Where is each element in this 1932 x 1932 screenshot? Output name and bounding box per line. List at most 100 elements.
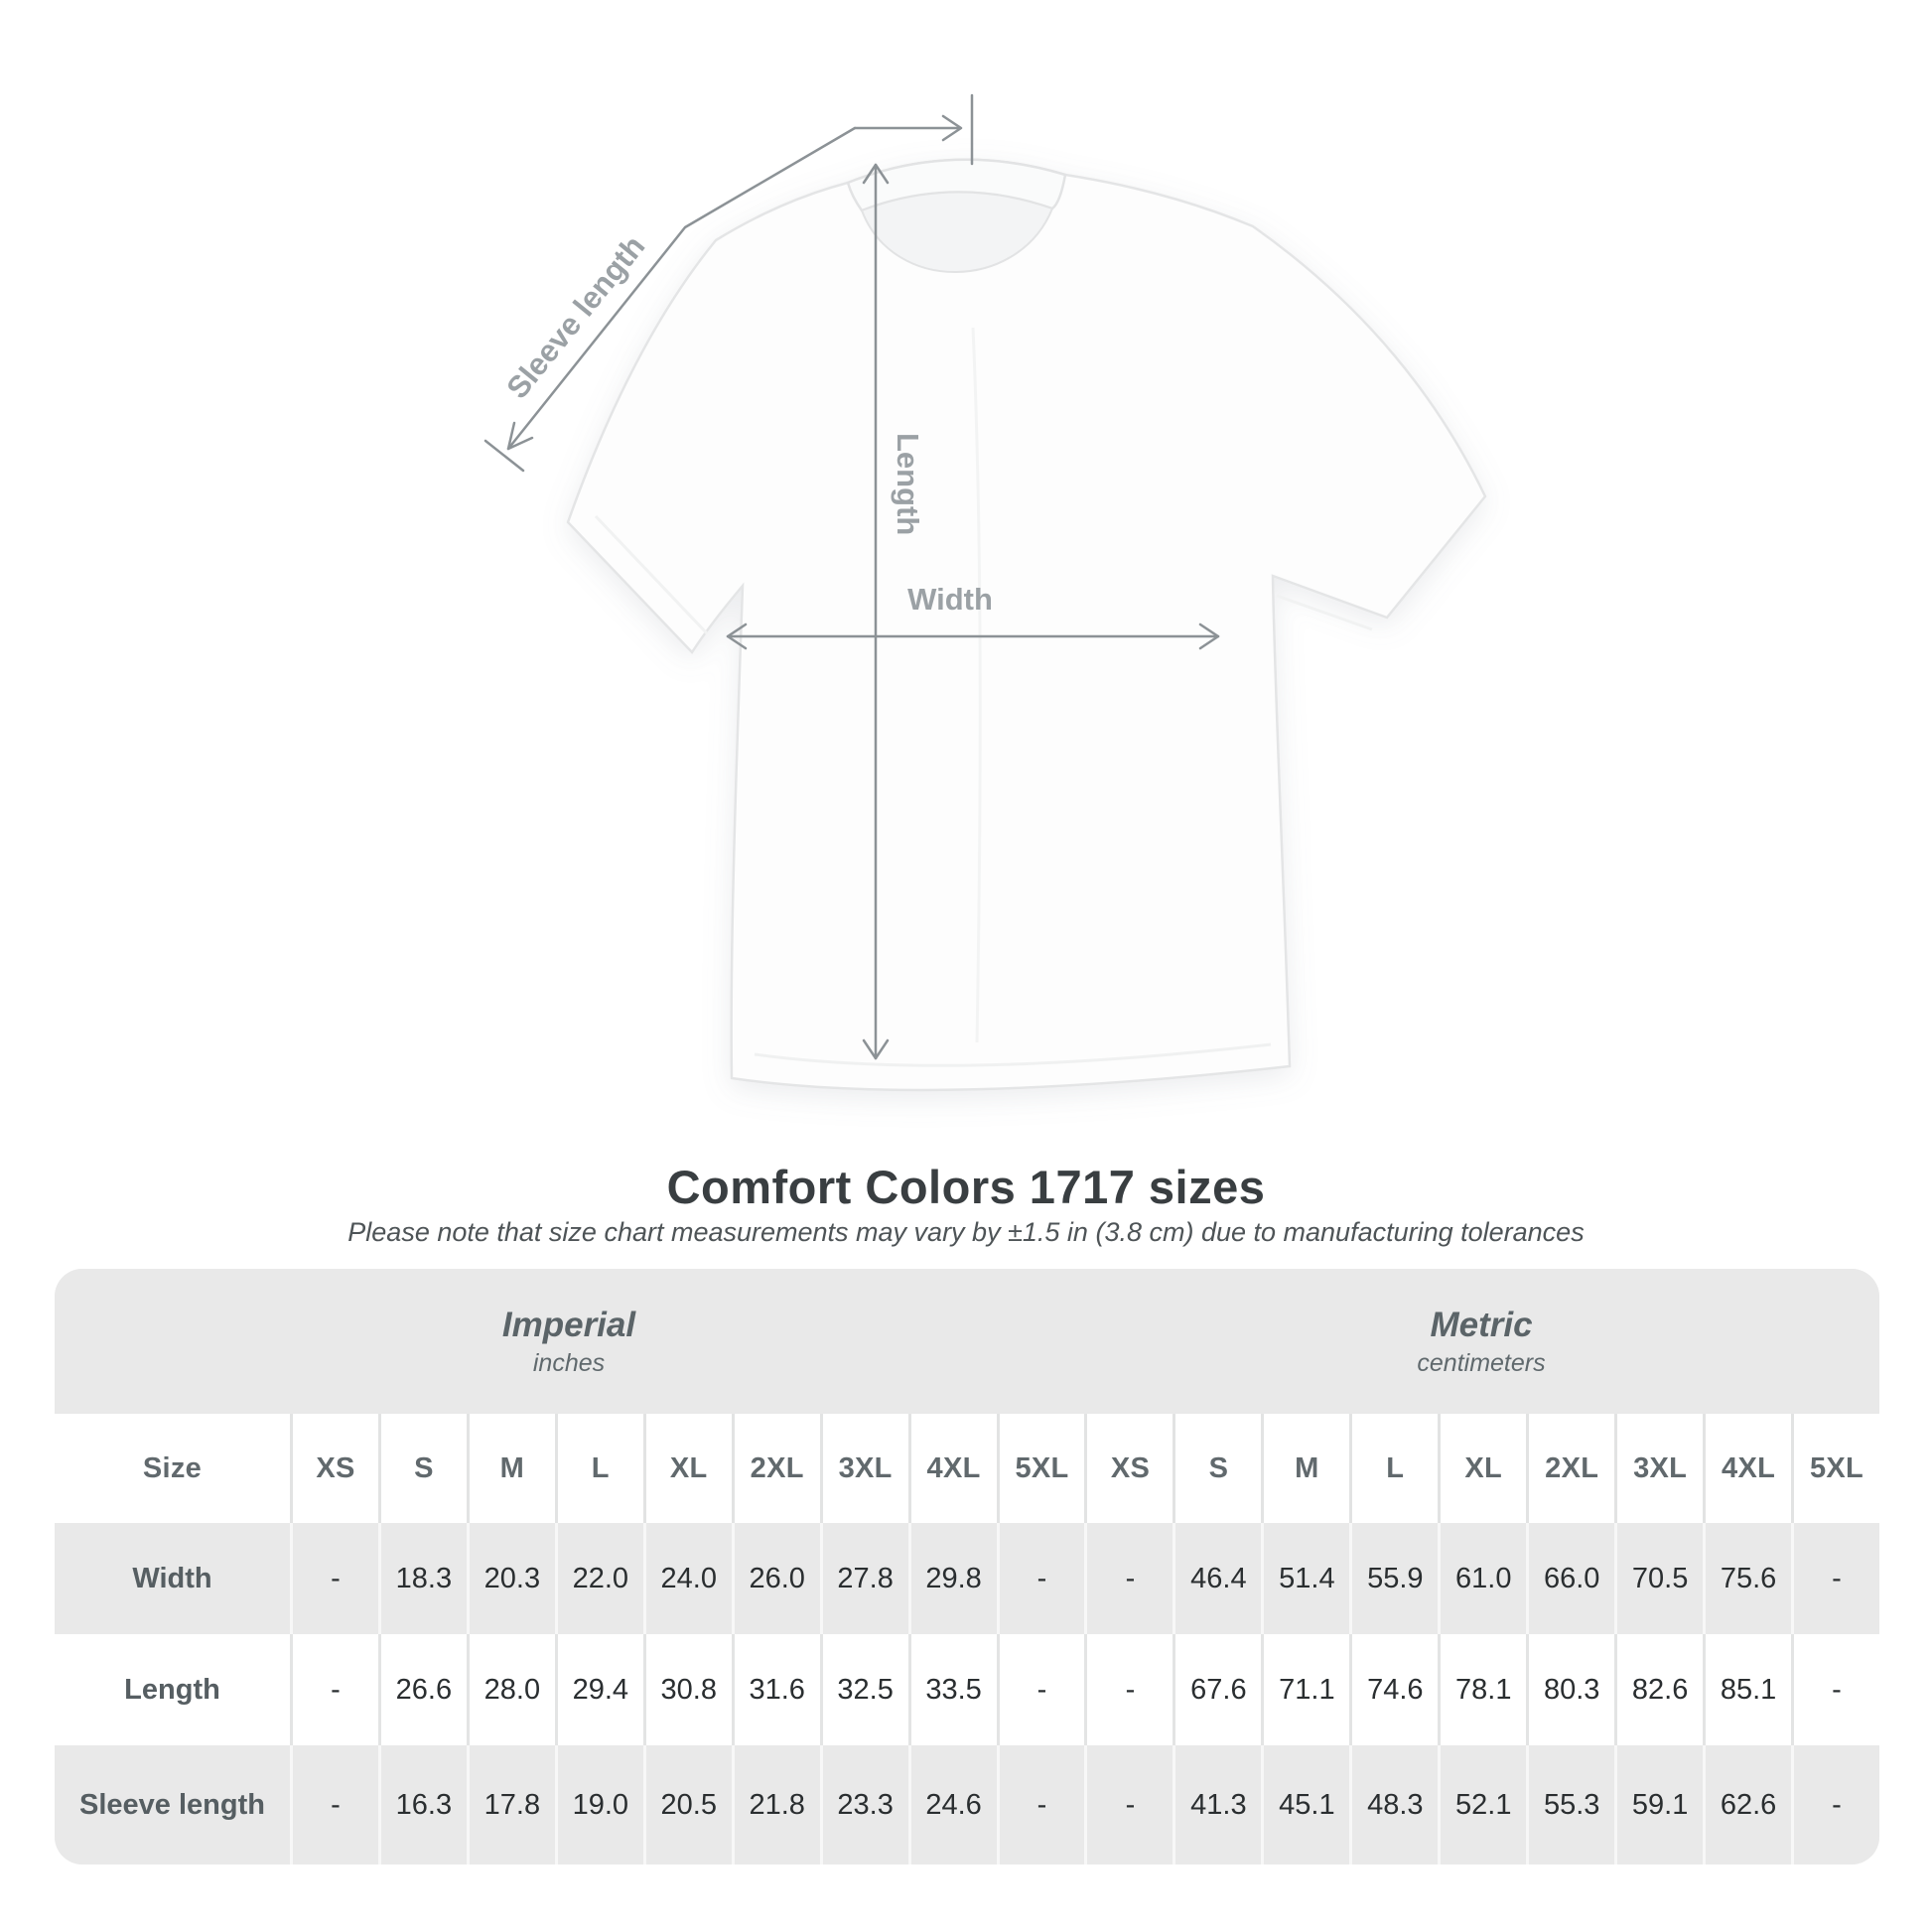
value-imperial-l: 19.0 (557, 1745, 643, 1864)
length-top-arrowhead (862, 163, 890, 185)
value-imperial-m: 20.3 (469, 1523, 555, 1634)
value-metric-l: 74.6 (1352, 1634, 1439, 1745)
value-metric-xs: - (1087, 1523, 1173, 1634)
table-row-sleeve-length: Sleeve length -16.3 17.8 19.0 20.5 21.8 23.3 24… (55, 1745, 1879, 1864)
value-metric-s: 46.4 (1175, 1523, 1262, 1634)
size-header-metric-xl: XL (1441, 1414, 1527, 1523)
value-imperial-3xl: 32.5 (822, 1634, 908, 1745)
value-imperial-xl: 20.5 (645, 1745, 732, 1864)
value-metric-4xl: 62.6 (1706, 1745, 1792, 1864)
value-imperial-3xl: 23.3 (822, 1745, 908, 1864)
value-imperial-5xl: - (999, 1523, 1085, 1634)
value-metric-2xl: 55.3 (1529, 1745, 1615, 1864)
sleeve-end-arrowhead (506, 421, 534, 451)
imperial-group-header: Imperial inches (55, 1269, 1083, 1414)
value-imperial-5xl: - (999, 1634, 1085, 1745)
size-header-metric-xs: XS (1087, 1414, 1173, 1523)
neck-opening (860, 191, 1054, 273)
size-header-row: Size XS S M L XL 2XL 3XL 4XL 5XL XS S M L XL 2XL 3XL 4XL 5… (55, 1414, 1879, 1523)
tshirt-diagram: Sleeve length Length Width (483, 93, 1487, 1092)
value-imperial-4xl: 29.8 (910, 1523, 997, 1634)
size-header-metric-4xl: 4XL (1706, 1414, 1792, 1523)
value-metric-l: 48.3 (1352, 1745, 1439, 1864)
value-imperial-xl: 24.0 (645, 1523, 732, 1634)
size-header-imperial-xl: XL (645, 1414, 732, 1523)
size-header-metric-2xl: 2XL (1529, 1414, 1615, 1523)
value-metric-xl: 61.0 (1441, 1523, 1527, 1634)
imperial-group-name: Imperial (501, 1305, 636, 1344)
value-metric-3xl: 59.1 (1617, 1745, 1704, 1864)
value-imperial-2xl: 21.8 (734, 1745, 820, 1864)
table-row-length: Length -26.6 28.0 29.4 30.8 31.6 32.5 33.5- -67.… (55, 1634, 1879, 1745)
size-header-imperial-s: S (380, 1414, 467, 1523)
size-header-metric-s: S (1175, 1414, 1262, 1523)
value-imperial-s: 26.6 (380, 1634, 467, 1745)
size-header-imperial-l: L (557, 1414, 643, 1523)
value-imperial-4xl: 33.5 (910, 1634, 997, 1745)
size-header-metric-5xl: 5XL (1794, 1414, 1879, 1523)
value-metric-3xl: 70.5 (1617, 1523, 1704, 1634)
width-right-arrowhead (1198, 622, 1220, 650)
sleeve-diagonal-line (506, 126, 857, 451)
value-metric-2xl: 80.3 (1529, 1634, 1615, 1745)
value-metric-xs: - (1087, 1634, 1173, 1745)
size-header-imperial-m: M (469, 1414, 555, 1523)
tshirt-graphic (566, 158, 1487, 1092)
metric-group-header: Metric centimeters (1083, 1269, 1879, 1414)
value-metric-m: 51.4 (1264, 1523, 1350, 1634)
value-metric-xl: 78.1 (1441, 1634, 1527, 1745)
table-row-width: Width -18.3 20.3 22.0 24.0 26.0 27.8 29.8- -46.4… (55, 1523, 1879, 1634)
size-header-metric-3xl: 3XL (1617, 1414, 1704, 1523)
length-bottom-arrowhead (862, 1038, 890, 1060)
value-metric-m: 45.1 (1264, 1745, 1350, 1864)
size-header-imperial-3xl: 3XL (822, 1414, 908, 1523)
size-column-header: Size (55, 1414, 290, 1523)
size-header-metric-l: L (1352, 1414, 1439, 1523)
row-label: Sleeve length (55, 1745, 290, 1864)
value-imperial-xl: 30.8 (645, 1634, 732, 1745)
sleeve-end-tick (483, 439, 525, 473)
length-label: Length (891, 433, 925, 535)
value-metric-5xl: - (1794, 1523, 1879, 1634)
metric-group-unit: centimeters (1417, 1348, 1546, 1377)
imperial-group-unit: inches (532, 1348, 606, 1377)
width-label: Width (907, 582, 993, 617)
unit-group-header-row: Imperial inches Metric centimeters (55, 1269, 1879, 1414)
value-imperial-2xl: 31.6 (734, 1634, 820, 1745)
size-header-imperial-xs: XS (293, 1414, 378, 1523)
size-header-imperial-2xl: 2XL (734, 1414, 820, 1523)
value-imperial-xs: - (293, 1523, 378, 1634)
value-imperial-xs: - (293, 1745, 378, 1864)
value-metric-3xl: 82.6 (1617, 1634, 1704, 1745)
size-header-metric-m: M (1264, 1414, 1350, 1523)
value-imperial-s: 18.3 (380, 1523, 467, 1634)
metric-group-name: Metric (1430, 1305, 1533, 1344)
value-imperial-2xl: 26.0 (734, 1523, 820, 1634)
value-imperial-m: 17.8 (469, 1745, 555, 1864)
value-imperial-5xl: - (999, 1745, 1085, 1864)
size-header-imperial-5xl: 5XL (999, 1414, 1085, 1523)
value-imperial-s: 16.3 (380, 1745, 467, 1864)
value-metric-m: 71.1 (1264, 1634, 1350, 1745)
value-metric-xs: - (1087, 1745, 1173, 1864)
page-title: Comfort Colors 1717 sizes (666, 1161, 1266, 1213)
value-metric-l: 55.9 (1352, 1523, 1439, 1634)
row-label: Width (55, 1523, 290, 1634)
value-metric-xl: 52.1 (1441, 1745, 1527, 1864)
value-imperial-xs: - (293, 1634, 378, 1745)
value-metric-5xl: - (1794, 1745, 1879, 1864)
value-metric-4xl: 75.6 (1706, 1523, 1792, 1634)
value-metric-s: 67.6 (1175, 1634, 1262, 1745)
value-imperial-3xl: 27.8 (822, 1523, 908, 1634)
value-imperial-l: 22.0 (557, 1523, 643, 1634)
sleeve-right-arrowhead (941, 114, 963, 142)
tolerance-note: Please note that size chart measurements… (347, 1217, 1585, 1247)
value-imperial-4xl: 24.6 (910, 1745, 997, 1864)
value-imperial-l: 29.4 (557, 1634, 643, 1745)
row-label: Length (55, 1634, 290, 1745)
measurement-lines (483, 93, 1220, 1060)
value-metric-5xl: - (1794, 1634, 1879, 1745)
value-imperial-m: 28.0 (469, 1634, 555, 1745)
width-left-arrowhead (726, 622, 748, 650)
